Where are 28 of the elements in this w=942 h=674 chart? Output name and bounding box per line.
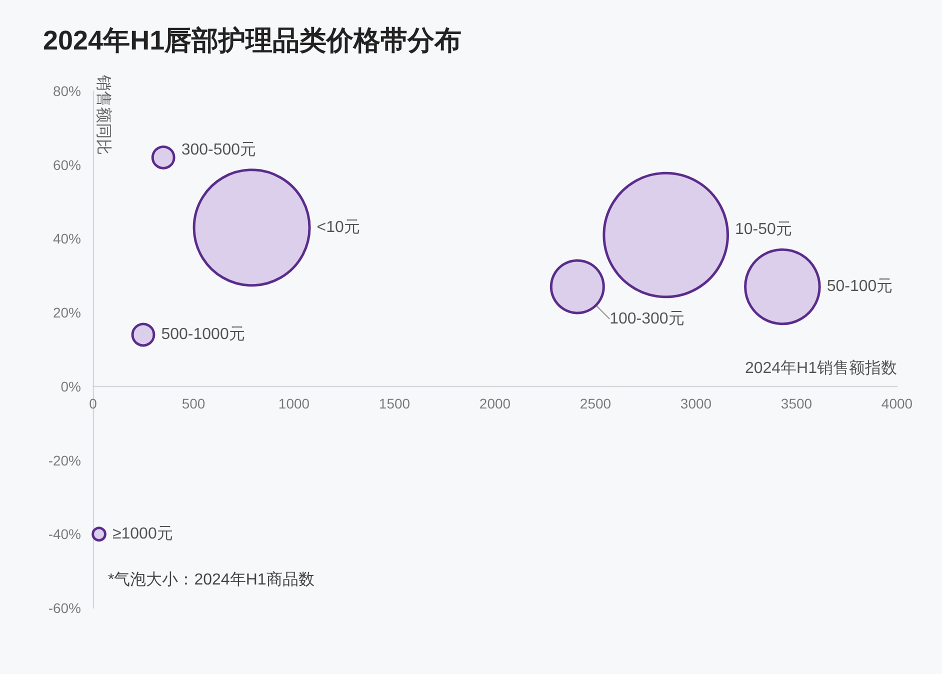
y-tick-label: 60% [52, 156, 81, 173]
x-tick-label: 3000 [680, 395, 712, 412]
x-tick-label: 3500 [780, 395, 812, 412]
y-tick-label: 20% [52, 304, 81, 321]
x-tick-label: 2000 [479, 395, 511, 412]
x-tick-label: 4000 [881, 395, 913, 412]
series-label: <10元 [316, 219, 360, 236]
y-tick-label: 0% [60, 378, 81, 394]
series-label: ≥1000元 [112, 526, 173, 543]
chart-title: 2024年H1唇部护理品类价格带分布 [43, 26, 462, 56]
x-tick-label: 0 [89, 395, 98, 412]
y-tick-label: 40% [52, 230, 81, 247]
y-tick-label: -60% [48, 600, 81, 616]
x-axis-title: 2024年H1销售额指数 [744, 358, 897, 377]
series-label: 500-1000元 [161, 326, 245, 344]
series-label: 50-100元 [826, 278, 893, 296]
x-tick-label: 500 [182, 395, 206, 412]
series-label: 300-500元 [181, 141, 256, 158]
y-tick-label: -20% [48, 452, 81, 468]
y-tick-label: -40% [48, 526, 81, 542]
y-axis-title: 销售额同比 [94, 74, 112, 155]
y-tick-label: 80% [52, 83, 81, 99]
series-label: 100-300元 [610, 310, 684, 328]
annotation: *气泡大小：2024年H1商品数 [108, 570, 314, 588]
series-label: 10-50元 [735, 221, 792, 238]
x-tick-label: 2500 [580, 395, 612, 412]
x-tick-label: 1500 [378, 395, 410, 412]
x-tick-label: 1000 [278, 395, 310, 412]
